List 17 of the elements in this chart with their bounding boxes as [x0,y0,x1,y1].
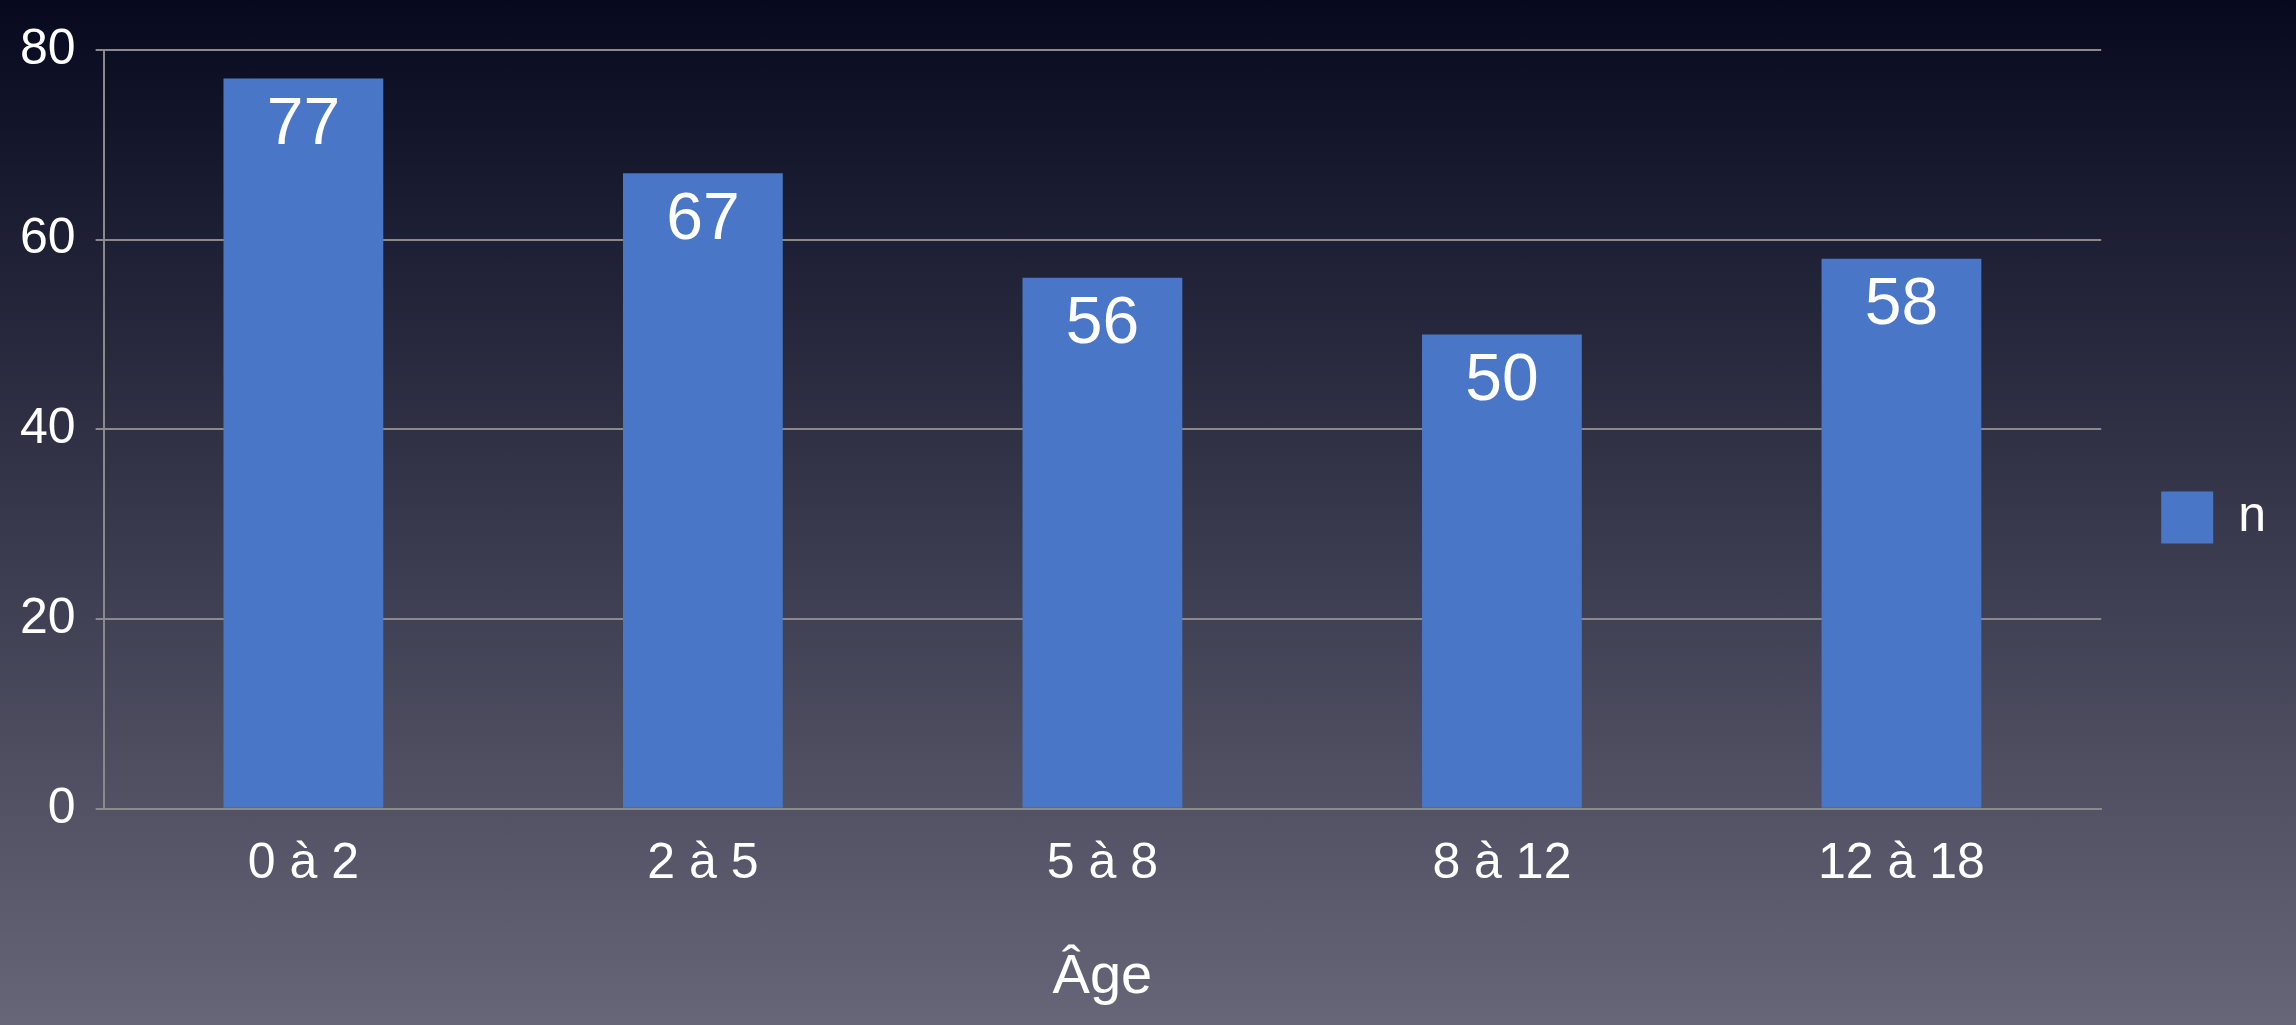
data-label: 56 [1065,282,1140,357]
data-label: 67 [666,178,740,253]
x-tick-label: 5 à 8 [1046,832,1159,889]
x-tick-label: 2 à 5 [647,832,759,889]
y-tick-label: 40 [19,398,76,455]
y-tick-label: 60 [19,208,76,265]
x-tick-label: 0 à 2 [247,832,359,889]
data-label: 77 [266,83,341,158]
y-tick-label: 0 [47,777,76,834]
legend-label: n [2238,486,2266,543]
x-axis-title: Âge [1052,941,1153,1005]
data-label: 50 [1465,339,1539,414]
x-tick-label: 8 à 12 [1432,832,1572,889]
x-tick-label: 12 à 18 [1818,832,1985,889]
data-label: 58 [1864,263,1939,338]
y-tick-label: 80 [19,18,76,75]
y-tick-label: 20 [19,587,76,644]
